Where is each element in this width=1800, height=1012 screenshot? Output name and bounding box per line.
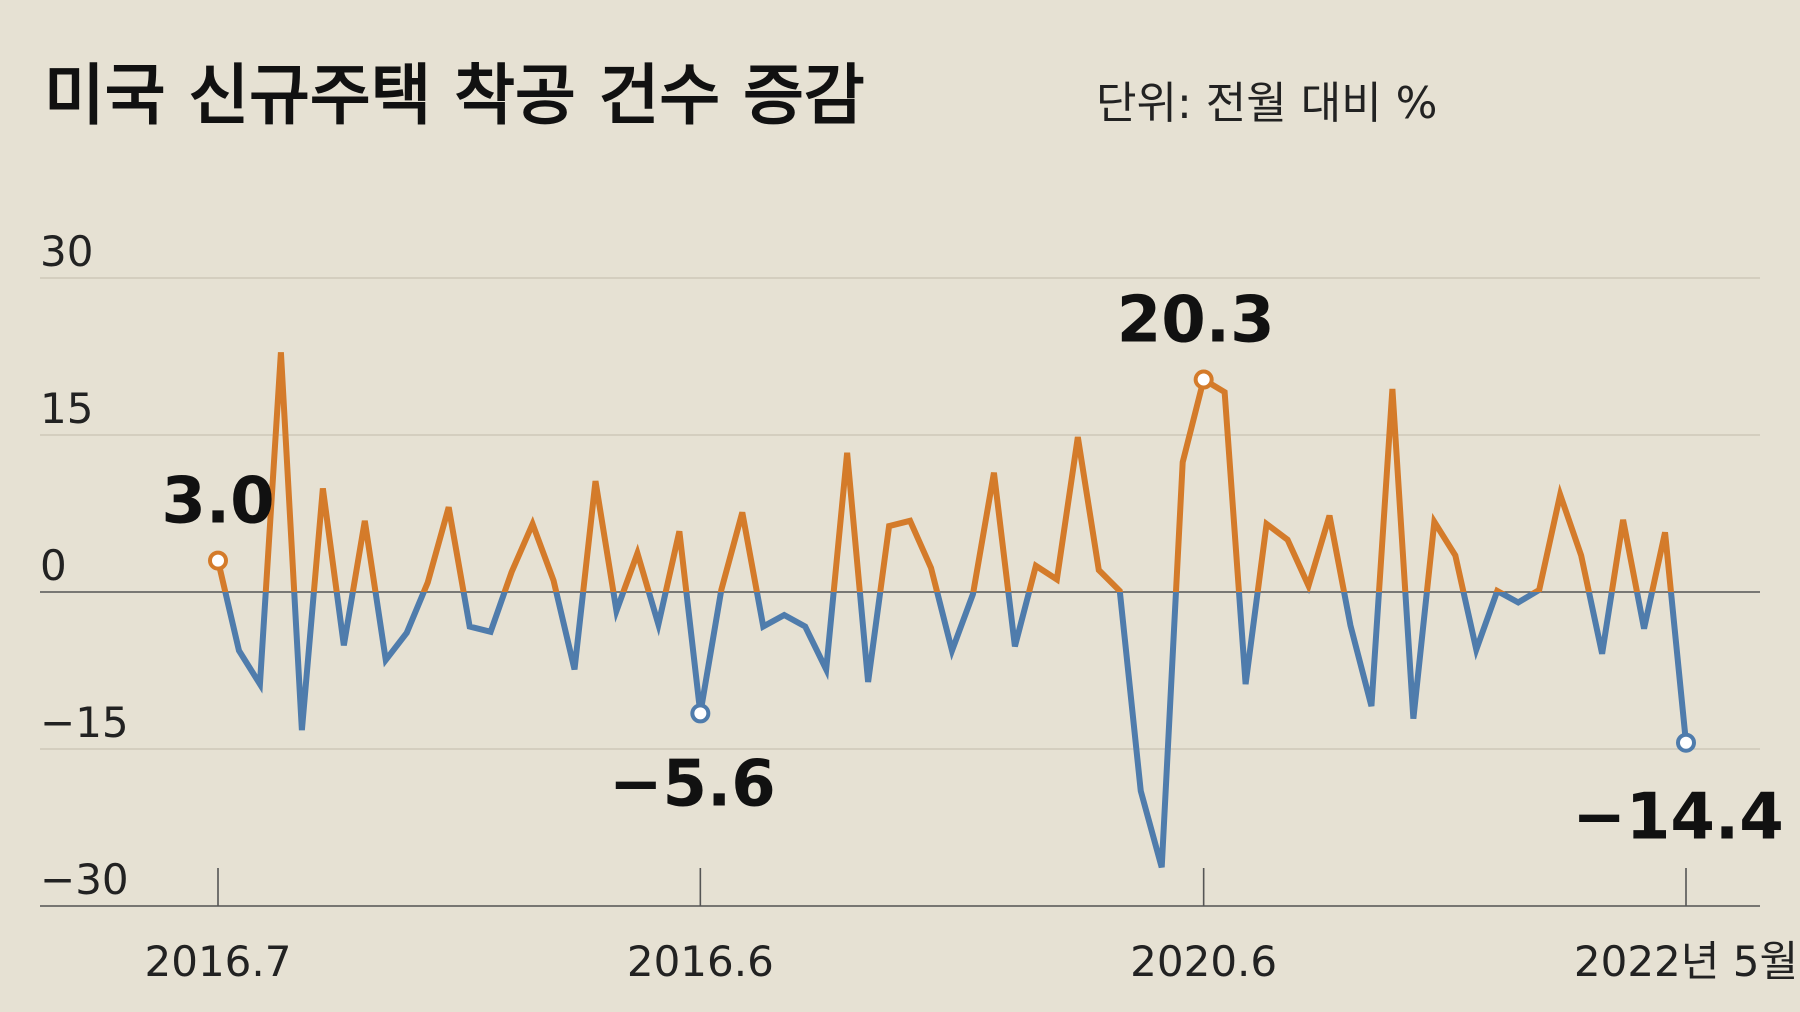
series-line-positive [215, 352, 1674, 592]
chart-title: 미국 신규주택 착공 건수 증감 [44, 57, 865, 134]
y-tick-label: 15 [40, 384, 93, 433]
annotation-label: 20.3 [1117, 284, 1275, 358]
x-axis: 2016.7 2016.6 2020.6 2022년 5월 [40, 868, 1798, 986]
annotation-marker [1193, 369, 1214, 390]
x-tick-label: 2016.6 [627, 937, 774, 986]
annotation-label: −14.4 [1572, 781, 1784, 855]
y-tick-label: −15 [40, 698, 129, 747]
annotation-marker [690, 703, 711, 724]
annotation-marker [208, 550, 228, 571]
unit-label: 단위: 전월 대비 % [1096, 78, 1437, 129]
y-tick-label: −30 [40, 855, 129, 904]
y-tick-label: 0 [40, 541, 67, 590]
x-tick-label: 2020.6 [1130, 937, 1277, 986]
series-line [215, 352, 1689, 869]
annotations: 3.0 −5.6 20.3 −14.4 [161, 284, 1783, 855]
annotation-markers [208, 369, 1696, 753]
y-axis-ticks: 30 15 0 −15 −30 [40, 227, 129, 904]
annotation-label: 3.0 [161, 465, 274, 539]
x-tick-label: 2022년 5월 [1574, 937, 1798, 986]
series-line-negative [222, 592, 1689, 869]
x-tick-label: 2016.7 [145, 937, 292, 986]
annotation-marker [1676, 732, 1696, 753]
annotation-label: −5.6 [609, 747, 776, 821]
y-tick-label: 30 [40, 227, 93, 276]
